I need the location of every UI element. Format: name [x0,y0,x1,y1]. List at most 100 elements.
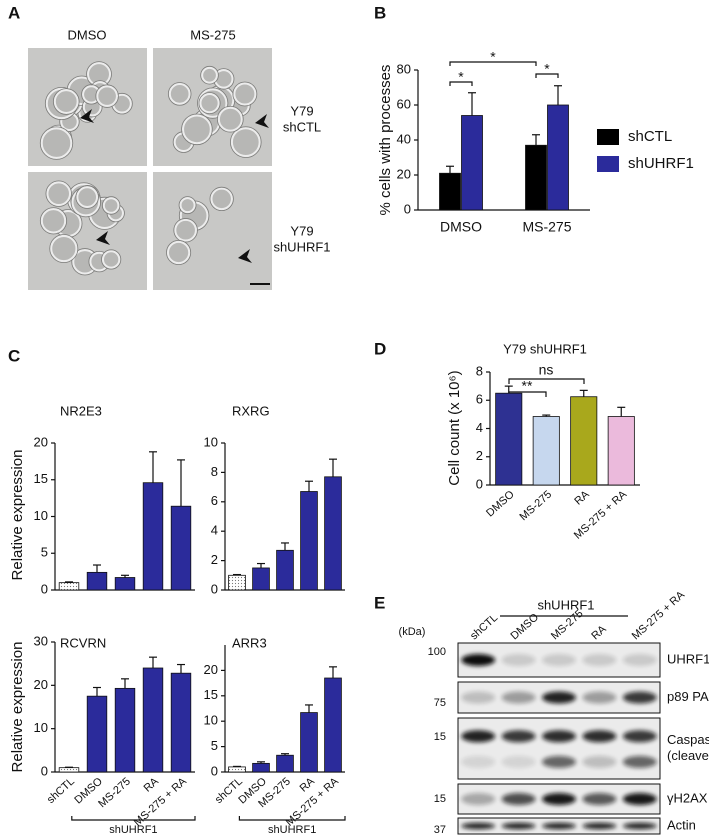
band [582,654,617,666]
bar [525,144,547,211]
cell-edge [200,65,219,85]
micrographs [28,48,272,290]
y-tick-label: 4 [211,523,218,538]
cell-edge [209,186,234,212]
bar [461,115,483,211]
band [501,730,536,743]
arrowhead [96,231,110,245]
group-label: shUHRF1 [109,824,157,836]
bar [170,505,192,591]
cell [179,197,196,214]
panel-label: A [8,3,20,22]
y-tick-label: 0 [211,581,218,596]
bar [276,549,294,591]
cell-edge [95,84,119,108]
bar [114,577,136,591]
y-tick-label: 0 [404,201,411,216]
cell [76,186,99,208]
band [501,755,536,768]
band [501,691,536,704]
cell-edge [197,87,229,119]
cell [40,208,67,234]
chart-title: ARR3 [232,635,267,650]
bar [142,482,164,591]
band [542,691,576,704]
cell [168,83,191,105]
bar [114,687,136,773]
cell-edge [39,126,74,160]
band [622,822,657,830]
blot [457,717,661,780]
y-tick-label: 2 [211,552,218,567]
bar [86,695,108,773]
cell [40,127,73,159]
y-tick-label: 80 [397,61,411,76]
bar [276,754,294,773]
y-axis-label: % cells with processes [377,65,394,216]
cell [166,240,191,265]
band [622,691,657,704]
cell [210,187,233,211]
lane-label: shCTL [468,612,500,643]
band [582,822,617,830]
band [622,654,657,666]
panel-label: D [374,339,386,358]
x-tick-label: MS-275 [518,488,555,523]
y-tick-label: 10 [34,720,48,735]
legend-swatch [597,156,619,172]
y-tick-label: 20 [34,434,48,449]
y-tick-label: 10 [204,434,218,449]
cell [46,181,72,206]
annotation: ns [539,362,554,378]
y-tick-label: 0 [476,476,483,491]
cell-edge [230,126,262,158]
cell [199,93,220,114]
bar [324,476,342,591]
group-label: shUHRF1 [537,597,594,612]
band [622,755,657,768]
bar [532,416,560,486]
bar [300,491,318,591]
y-tick-label: 15 [204,687,218,702]
chart-title: Y79 shUHRF1 [503,341,587,356]
panel-label: C [8,346,20,365]
size-marker: 37 [434,824,446,836]
panel-label: B [374,3,386,22]
size-marker: 75 [434,697,446,709]
bar [58,767,80,773]
bar [495,392,523,486]
band [542,822,576,830]
unit-label: (kDa) [399,626,426,638]
bar [607,416,635,486]
cell-edge [75,185,99,209]
legend-label: shCTL [628,128,672,145]
y-tick-label: 0 [41,763,48,778]
annotation: * [490,49,496,65]
x-tick-label: RA [142,775,162,795]
cell-edge [101,196,121,215]
lane-label: MS-275 + RA [630,589,688,643]
band [542,755,576,768]
size-marker: 100 [428,646,446,658]
cell [101,250,121,269]
cell [230,127,261,158]
micrograph [153,172,272,290]
x-tick-label: shCTL [45,775,77,806]
band [461,691,496,704]
row-label: shUHRF1 [273,239,330,254]
band [582,755,617,768]
row-label: Caspase-3 [667,732,709,747]
bar [86,571,108,591]
x-tick-label: DMSO [484,488,517,519]
arrowhead [255,114,269,128]
y-tick-label: 0 [211,763,218,778]
band [501,654,536,666]
row-label: (cleaved) [667,748,709,763]
y-tick-label: 5 [41,545,48,560]
band [501,793,536,805]
size-marker: 15 [434,731,446,743]
bar [170,672,192,773]
chart-title: NR2E3 [60,403,102,418]
annotation: * [544,61,550,77]
